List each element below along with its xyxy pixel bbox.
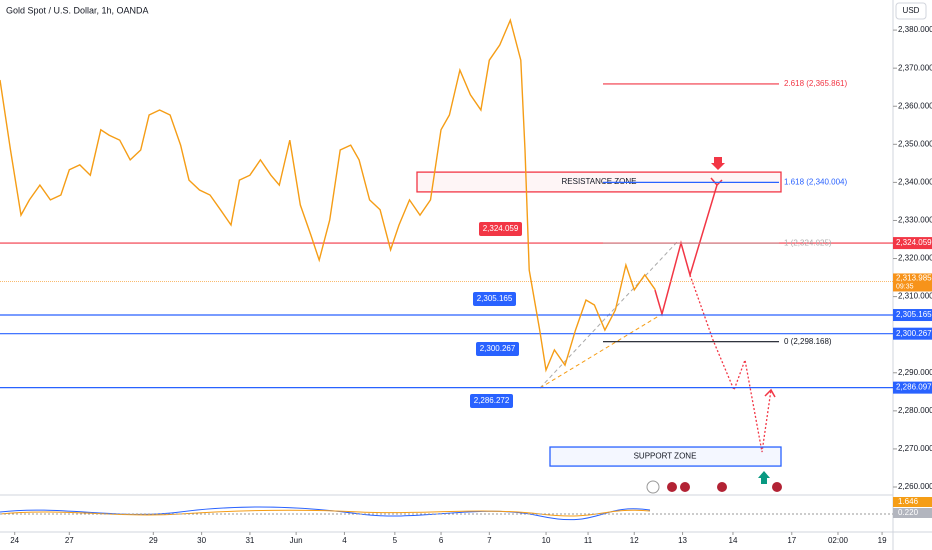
y-tick-label: 2,320.000 <box>898 254 932 263</box>
x-tick-label: 27 <box>65 536 74 545</box>
x-tick-label: 4 <box>342 536 347 545</box>
x-tick-label: Jun <box>290 536 303 545</box>
bear-arrowhead <box>764 388 776 398</box>
x-tick-label: 02:00 <box>828 536 849 545</box>
x-tick-label: 19 <box>878 536 887 545</box>
bear-path <box>689 274 772 453</box>
level-box-label: 2,300.267 <box>480 344 516 353</box>
y-tick-label: 2,270.000 <box>898 444 932 453</box>
up-arrow-icon <box>758 471 770 484</box>
event-icon[interactable] <box>680 482 690 492</box>
level-box <box>479 222 522 236</box>
x-tick-label: 29 <box>149 536 158 545</box>
price-tag-label: 2,300.267 <box>896 329 932 338</box>
down-arrow-icon <box>711 157 725 170</box>
y-tick-label: 2,380.000 <box>898 25 932 34</box>
current-price-tag <box>893 273 932 292</box>
zone <box>549 446 782 467</box>
countdown: 09:35 <box>896 283 914 290</box>
level-box <box>476 342 519 356</box>
price-line <box>0 18 656 373</box>
event-icon[interactable] <box>646 480 660 494</box>
bull-arrowhead <box>710 177 723 187</box>
zone <box>416 171 782 193</box>
signal-tag <box>893 508 932 518</box>
y-tick-label: 2,360.000 <box>898 101 932 110</box>
fib-label: 1.618 (2,340.004) <box>784 177 847 186</box>
signal-value: 0.220 <box>898 508 919 517</box>
currency-box[interactable] <box>895 2 927 20</box>
price-tag <box>893 327 932 340</box>
x-tick-label: 30 <box>197 536 206 545</box>
symbol-title: Gold Spot / U.S. Dollar, 1h, OANDA <box>6 5 149 15</box>
level-box <box>473 292 516 306</box>
y-tick-label: 2,260.000 <box>898 482 932 491</box>
x-tick-label: 10 <box>542 536 551 545</box>
x-tick-label: 24 <box>10 536 19 545</box>
y-tick-label: 2,330.000 <box>898 216 932 225</box>
price-tag <box>893 381 932 394</box>
x-tick-label: 31 <box>245 536 254 545</box>
price-tag-label: 2,305.165 <box>896 310 932 319</box>
y-tick-label: 2,310.000 <box>898 292 932 301</box>
x-tick-label: 11 <box>584 536 593 545</box>
x-tick-label: 6 <box>439 536 444 545</box>
zone-label: RESISTANCE ZONE <box>562 177 637 186</box>
fib-label: 2.618 (2,365.861) <box>784 79 847 88</box>
level-box-label: 2,286.272 <box>474 396 510 405</box>
x-tick-label: 7 <box>487 536 492 545</box>
event-icon[interactable] <box>667 482 677 492</box>
y-tick-label: 2,280.000 <box>898 406 932 415</box>
price-tag-label: 2,286.097 <box>896 383 932 392</box>
price-tag <box>893 309 932 322</box>
y-tick-label: 2,290.000 <box>898 368 932 377</box>
channel-bottom <box>539 313 663 389</box>
x-tick-label: 14 <box>729 536 738 545</box>
macd-value: 1.646 <box>898 497 919 506</box>
event-icons <box>646 480 782 494</box>
fib-label: 1 (2,324.025) <box>784 238 832 247</box>
y-tick-label: 2,350.000 <box>898 139 932 148</box>
macd-tag <box>893 497 932 507</box>
x-tick-label: 13 <box>678 536 687 545</box>
current-price-label: 2,313.985 <box>896 274 932 283</box>
currency[interactable]: USD <box>903 6 920 15</box>
event-icon[interactable] <box>717 482 727 492</box>
level-box <box>470 394 513 408</box>
x-tick-label: 12 <box>630 536 639 545</box>
y-tick-label: 2,340.000 <box>898 177 932 186</box>
price-tag <box>893 237 932 250</box>
zone-label: SUPPORT ZONE <box>634 452 697 461</box>
y-tick-label: 2,370.000 <box>898 63 932 72</box>
event-icon[interactable] <box>772 482 782 492</box>
level-box-label: 2,305.165 <box>477 294 513 303</box>
fib-label: 0 (2,298.168) <box>784 337 832 346</box>
level-box-label: 2,324.059 <box>483 224 519 233</box>
x-tick-label: 5 <box>393 536 398 545</box>
x-tick-label: 17 <box>787 536 796 545</box>
price-tag-label: 2,324.059 <box>896 238 932 247</box>
